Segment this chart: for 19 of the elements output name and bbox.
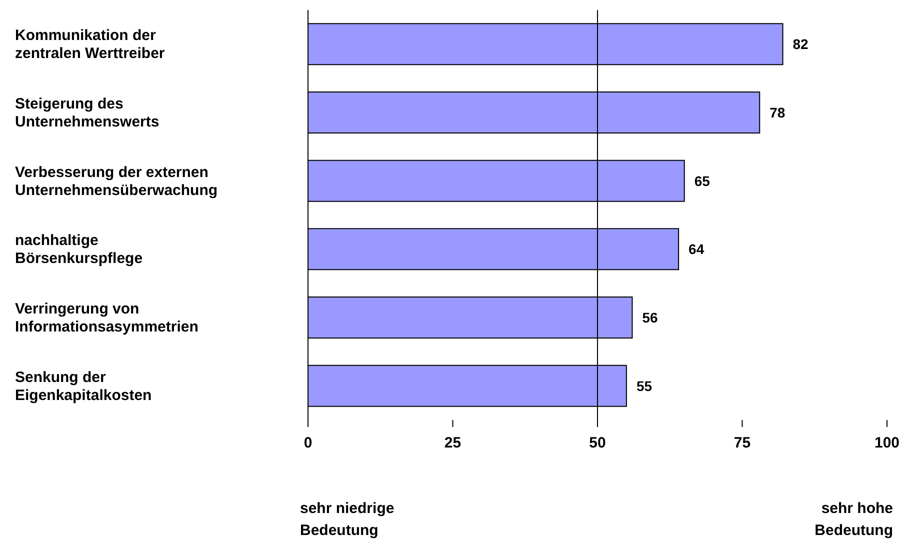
data-label: 78	[770, 104, 786, 120]
y-tick-label: Steigerung des Unternehmenswerts	[15, 96, 160, 130]
data-label: 56	[642, 309, 658, 326]
y-tick-label: Kommunikation der zentralen Werttreiber	[15, 27, 165, 62]
x-tick-label: 25	[444, 434, 462, 452]
data-label: 65	[694, 172, 710, 189]
x-tick-label: 100	[874, 434, 900, 452]
y-tick-label: Senkung der Eigenkapitalkosten	[15, 368, 152, 404]
x-tick-label: 50	[589, 434, 606, 452]
data-label: 55	[636, 378, 652, 394]
text: sehr niedrige Bedeutung	[300, 499, 394, 541]
text: sehr hohe Bedeutung	[814, 499, 893, 541]
y-tick-label: Verbesserung der externen Unternehmensüberwachung	[15, 164, 218, 199]
data-label: 64	[688, 241, 704, 258]
y-tick-label: Verringerung von Informationsasymmetrien	[15, 300, 198, 336]
x-tick-label: 0	[304, 434, 312, 452]
y-tick-label: nachhaltige Börsenkurspflege	[15, 232, 143, 268]
data-label: 82	[792, 36, 809, 52]
x-tick-label: 75	[734, 434, 751, 452]
